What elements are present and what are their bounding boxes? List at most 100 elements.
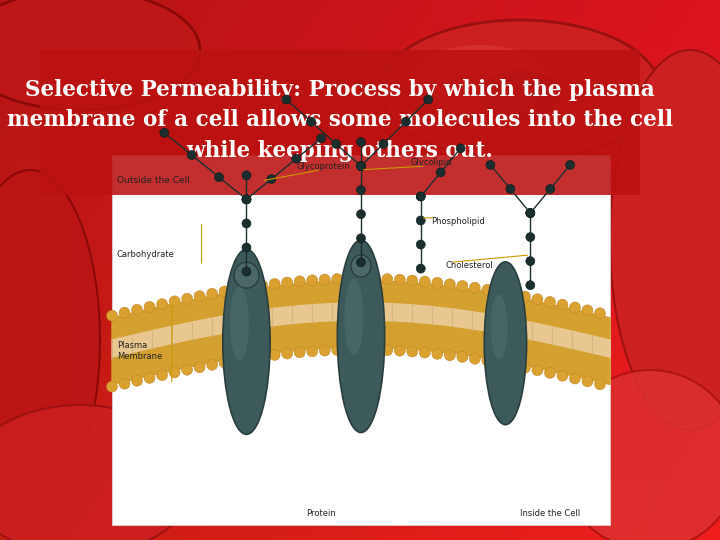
Circle shape: [369, 273, 380, 284]
Circle shape: [519, 291, 531, 302]
Circle shape: [557, 299, 568, 310]
Circle shape: [482, 355, 493, 366]
Circle shape: [582, 305, 593, 316]
Circle shape: [160, 129, 168, 137]
Text: Protein: Protein: [306, 509, 336, 518]
Circle shape: [526, 233, 535, 241]
Circle shape: [144, 301, 155, 313]
Circle shape: [570, 373, 580, 384]
Circle shape: [242, 195, 251, 204]
Circle shape: [269, 279, 280, 289]
Circle shape: [419, 276, 431, 287]
Ellipse shape: [234, 262, 259, 288]
Circle shape: [457, 280, 468, 292]
Circle shape: [506, 185, 515, 193]
Circle shape: [292, 154, 301, 163]
Circle shape: [544, 296, 555, 307]
Circle shape: [557, 370, 568, 381]
Polygon shape: [112, 303, 610, 359]
Circle shape: [482, 284, 493, 295]
Circle shape: [566, 160, 575, 170]
Circle shape: [432, 278, 443, 288]
Circle shape: [215, 173, 224, 181]
Ellipse shape: [222, 249, 270, 434]
Circle shape: [582, 376, 593, 387]
Circle shape: [526, 208, 535, 218]
Circle shape: [319, 274, 330, 285]
Circle shape: [407, 275, 418, 286]
Ellipse shape: [485, 262, 526, 424]
Circle shape: [344, 344, 355, 355]
Circle shape: [242, 171, 251, 180]
Circle shape: [382, 274, 393, 285]
Circle shape: [282, 348, 292, 359]
Circle shape: [207, 288, 217, 299]
Ellipse shape: [230, 286, 249, 360]
Text: Carbohydrate: Carbohydrate: [117, 251, 175, 259]
Circle shape: [356, 161, 366, 171]
Polygon shape: [112, 281, 610, 340]
Circle shape: [282, 277, 292, 288]
Ellipse shape: [410, 45, 550, 115]
Circle shape: [416, 192, 426, 201]
Circle shape: [495, 286, 505, 298]
Circle shape: [181, 293, 192, 304]
Circle shape: [219, 357, 230, 368]
Circle shape: [119, 378, 130, 389]
Circle shape: [526, 208, 535, 218]
Circle shape: [267, 174, 276, 184]
Ellipse shape: [344, 279, 364, 355]
Circle shape: [507, 289, 518, 300]
Circle shape: [187, 151, 196, 159]
Circle shape: [132, 304, 143, 315]
Circle shape: [436, 168, 445, 177]
Circle shape: [332, 274, 343, 285]
Circle shape: [356, 258, 366, 267]
Circle shape: [595, 308, 606, 319]
Circle shape: [526, 281, 535, 289]
Circle shape: [219, 286, 230, 297]
Circle shape: [401, 117, 410, 126]
Circle shape: [356, 210, 366, 219]
Circle shape: [332, 139, 341, 148]
Circle shape: [407, 346, 418, 357]
Circle shape: [232, 284, 243, 295]
Circle shape: [256, 351, 268, 362]
Circle shape: [119, 307, 130, 318]
Circle shape: [107, 310, 117, 321]
Circle shape: [416, 240, 426, 249]
Circle shape: [356, 138, 366, 146]
Text: Outside the Cell: Outside the Cell: [117, 177, 190, 185]
Circle shape: [356, 234, 366, 243]
Circle shape: [526, 256, 535, 266]
Circle shape: [546, 185, 554, 193]
Circle shape: [144, 373, 155, 383]
Circle shape: [294, 347, 305, 358]
Circle shape: [244, 353, 255, 364]
Text: Glycoprotein: Glycoprotein: [296, 161, 350, 171]
Circle shape: [242, 219, 251, 228]
Text: Plasma
Membrane: Plasma Membrane: [117, 341, 162, 361]
Circle shape: [169, 296, 180, 307]
Circle shape: [242, 243, 251, 252]
Circle shape: [395, 345, 405, 356]
Circle shape: [282, 95, 291, 104]
Circle shape: [194, 291, 205, 302]
Circle shape: [194, 362, 205, 373]
Circle shape: [317, 134, 325, 143]
Circle shape: [242, 195, 251, 204]
Circle shape: [242, 267, 251, 276]
Ellipse shape: [0, 0, 200, 110]
Circle shape: [444, 279, 455, 290]
Circle shape: [416, 192, 426, 201]
Ellipse shape: [490, 294, 508, 360]
Text: Glycolipid: Glycolipid: [411, 158, 452, 167]
Circle shape: [416, 264, 426, 273]
Ellipse shape: [480, 70, 560, 120]
Circle shape: [356, 273, 368, 284]
Circle shape: [379, 139, 388, 148]
Circle shape: [369, 344, 380, 355]
Circle shape: [507, 360, 518, 371]
Circle shape: [495, 357, 505, 368]
Circle shape: [307, 275, 318, 286]
